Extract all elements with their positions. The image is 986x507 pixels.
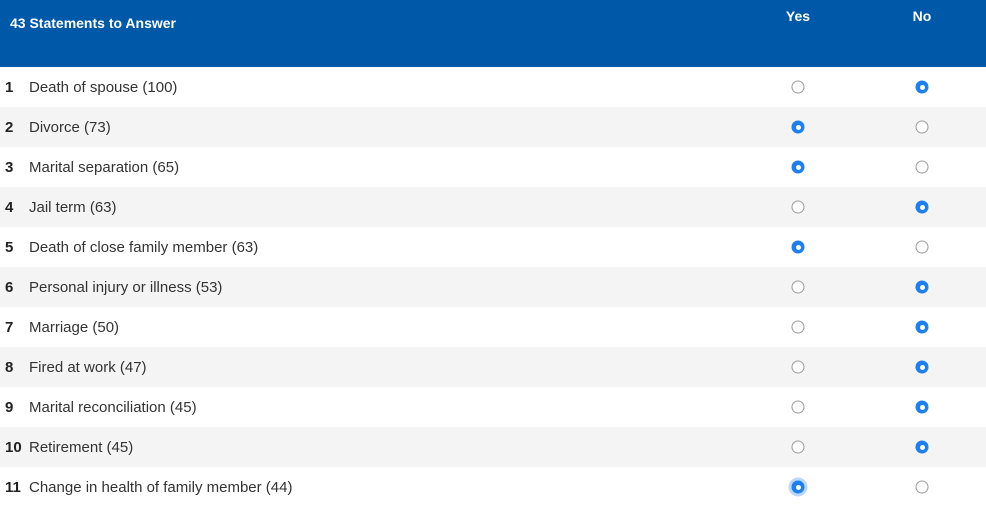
statement-label: Marital separation (65) xyxy=(29,158,180,176)
statement-row: 7 Marriage (50) xyxy=(0,307,986,347)
no-radio[interactable] xyxy=(915,120,929,134)
statement-row: 1 Death of spouse (100) xyxy=(0,67,986,107)
statement-label: Retirement (45) xyxy=(29,438,134,456)
statement-row: 6 Personal injury or illness (53) xyxy=(0,267,986,307)
no-radio[interactable] xyxy=(915,240,929,254)
no-radio[interactable] xyxy=(915,360,929,374)
statement-row: 8 Fired at work (47) xyxy=(0,347,986,387)
statement-number: 3 xyxy=(5,158,14,176)
no-radio[interactable] xyxy=(915,440,929,454)
statement-number: 7 xyxy=(5,318,14,336)
yes-radio[interactable] xyxy=(791,160,805,174)
statement-number: 2 xyxy=(5,118,14,136)
statement-label: Jail term (63) xyxy=(29,198,117,216)
statement-number: 9 xyxy=(5,398,14,416)
yes-radio[interactable] xyxy=(791,400,805,414)
statement-label: Divorce (73) xyxy=(29,118,111,136)
no-radio[interactable] xyxy=(915,400,929,414)
no-radio[interactable] xyxy=(915,280,929,294)
statement-label: Change in health of family member (44) xyxy=(29,478,293,496)
statement-label: Fired at work (47) xyxy=(29,358,147,376)
statement-row: 10 Retirement (45) xyxy=(0,427,986,467)
yes-radio[interactable] xyxy=(791,120,805,134)
yes-radio[interactable] xyxy=(791,440,805,454)
no-radio[interactable] xyxy=(915,320,929,334)
statement-number: 11 xyxy=(5,478,21,496)
statement-number: 6 xyxy=(5,278,14,296)
statements-count-title: 43 Statements to Answer xyxy=(10,15,176,31)
statement-row: 5 Death of close family member (63) xyxy=(0,227,986,267)
yes-radio[interactable] xyxy=(791,80,805,94)
yes-radio[interactable] xyxy=(791,240,805,254)
no-radio[interactable] xyxy=(915,200,929,214)
yes-radio[interactable] xyxy=(791,200,805,214)
statement-row: 9 Marital reconciliation (45) xyxy=(0,387,986,427)
statement-label: Death of close family member (63) xyxy=(29,238,259,256)
statement-row: 11 Change in health of family member (44) xyxy=(0,467,986,507)
statement-label: Marital reconciliation (45) xyxy=(29,398,197,416)
statement-number: 8 xyxy=(5,358,14,376)
yes-radio[interactable] xyxy=(791,480,805,494)
statement-number: 5 xyxy=(5,238,14,256)
statement-row: 3 Marital separation (65) xyxy=(0,147,986,187)
no-radio[interactable] xyxy=(915,80,929,94)
statement-row: 2 Divorce (73) xyxy=(0,107,986,147)
statement-row: 4 Jail term (63) xyxy=(0,187,986,227)
statement-number: 1 xyxy=(5,78,14,96)
yes-radio[interactable] xyxy=(791,360,805,374)
statement-list: 1 Death of spouse (100) 2 Divorce (73) 3 Mari… xyxy=(0,67,986,507)
statement-number: 10 xyxy=(5,438,22,456)
yes-radio[interactable] xyxy=(791,320,805,334)
statement-label: Marriage (50) xyxy=(29,318,120,336)
no-radio[interactable] xyxy=(915,160,929,174)
no-column-header: No xyxy=(912,8,932,24)
yes-radio[interactable] xyxy=(791,280,805,294)
statement-number: 4 xyxy=(5,198,14,216)
statement-label: Death of spouse (100) xyxy=(29,78,178,96)
yes-column-header: Yes xyxy=(785,8,811,24)
statement-label: Personal injury or illness (53) xyxy=(29,278,223,296)
table-header: 43 Statements to Answer Yes No xyxy=(0,0,986,67)
no-radio[interactable] xyxy=(915,480,929,494)
